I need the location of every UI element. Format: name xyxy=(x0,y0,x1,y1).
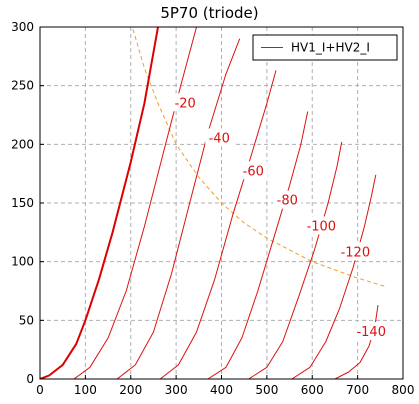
curve-label-box xyxy=(303,216,340,235)
series-line-0 xyxy=(40,27,159,379)
x-tick-label: 700 xyxy=(346,383,369,397)
series-line-3 xyxy=(159,70,277,379)
y-tick-label: 150 xyxy=(11,196,34,210)
legend: HV1_I+HV2_I xyxy=(252,34,398,61)
chart-title: 5P70 (triode) xyxy=(160,4,259,22)
x-tick-label: 0 xyxy=(36,383,44,397)
x-tick-label: 600 xyxy=(301,383,324,397)
curve-label: -120 xyxy=(341,245,371,260)
series-line-4 xyxy=(207,111,309,379)
y-tick-label: 50 xyxy=(19,313,34,327)
x-tick-label: 200 xyxy=(119,383,142,397)
x-tick-label: 400 xyxy=(210,383,233,397)
curve-layer xyxy=(40,27,385,379)
curve-label-box xyxy=(273,190,302,209)
curve-label-box xyxy=(353,322,390,341)
curve-label: -40 xyxy=(209,131,230,146)
plot-frame xyxy=(39,26,404,380)
series-line-7 xyxy=(334,305,379,379)
curve-label-box xyxy=(205,128,234,147)
curve-label-box xyxy=(239,161,268,180)
legend-label: HV1_I+HV2_I xyxy=(291,41,370,55)
x-tick-label: 500 xyxy=(255,383,278,397)
series-line-2 xyxy=(116,38,241,379)
curve-label-box xyxy=(171,93,200,112)
axis-layer: 0 100 200 300 400 500 600 700 800 0 50 100 150 200 250… xyxy=(11,20,414,397)
y-tick-label: 0 xyxy=(26,372,34,386)
series-line-5 xyxy=(248,141,343,379)
y-tick-label: 300 xyxy=(11,20,34,34)
curve-label-box xyxy=(337,242,374,261)
curve-label: -100 xyxy=(307,219,337,234)
y-tick-label: 100 xyxy=(11,255,34,269)
curve-label: -20 xyxy=(175,96,196,111)
curve-label: -80 xyxy=(277,194,298,209)
x-tick-label: 300 xyxy=(165,383,188,397)
y-tick-label: 250 xyxy=(11,79,34,93)
x-tick-label: 800 xyxy=(392,383,415,397)
curve-label: -140 xyxy=(356,325,386,340)
curve-label: -60 xyxy=(243,164,264,179)
curve-label-layer: -20 -40 -60 -80 -100 -120 -140 xyxy=(171,93,390,341)
y-tick-label: 200 xyxy=(11,137,34,151)
x-tick-label: 100 xyxy=(74,383,97,397)
dissipation-curve xyxy=(132,29,385,287)
series-line-6 xyxy=(291,174,377,379)
